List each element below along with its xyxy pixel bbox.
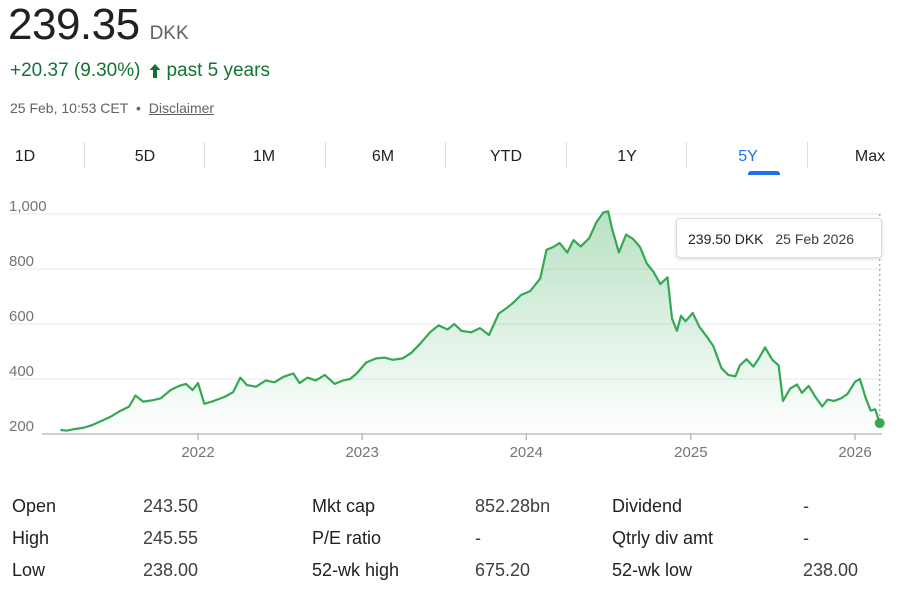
stat-label-dividend: Dividend bbox=[612, 496, 683, 516]
x-tick-label: 2023 bbox=[345, 444, 378, 461]
stat-label-open: Open bbox=[12, 496, 57, 516]
stat-value-mkt-cap: 852.28bn bbox=[475, 496, 551, 516]
tab-5d[interactable]: 5D bbox=[134, 148, 156, 165]
tab-divider bbox=[566, 142, 567, 168]
stat-label-low: Low bbox=[12, 560, 46, 580]
y-tick-label: 1,000 bbox=[9, 198, 47, 215]
change-period: past 5 years bbox=[166, 60, 270, 81]
quote-meta: 25 Feb, 10:53 CET • Disclaimer bbox=[10, 100, 214, 116]
tab-ytd[interactable]: YTD bbox=[490, 148, 522, 165]
price-chart[interactable]: 1,000 800 600 400 200 2022 2023 2024 2025 2026 bbox=[0, 196, 904, 476]
x-axis-ticks: 2022 2023 2024 2025 2026 bbox=[181, 434, 872, 461]
y-tick-label: 200 bbox=[9, 418, 34, 435]
tab-divider bbox=[84, 142, 85, 168]
meta-separator: • bbox=[135, 100, 141, 116]
y-axis-labels: 1,000 800 600 400 200 bbox=[9, 198, 47, 435]
x-tick-label: 2024 bbox=[510, 444, 543, 461]
active-tab-indicator bbox=[748, 171, 780, 175]
tab-divider bbox=[807, 142, 808, 168]
stat-value-qtrly-div: - bbox=[803, 528, 809, 548]
stat-value-pe-ratio: - bbox=[475, 528, 481, 548]
stat-label-high: High bbox=[12, 528, 50, 548]
stat-label-pe-ratio: P/E ratio bbox=[312, 528, 382, 548]
stat-value-open: 243.50 bbox=[143, 496, 199, 516]
stat-value-high: 245.55 bbox=[143, 528, 199, 548]
hover-tooltip: 239.50 DKK 25 Feb 2026 bbox=[676, 218, 882, 258]
stat-value-52wk-low: 238.00 bbox=[803, 560, 859, 580]
stat-label-mkt-cap: Mkt cap bbox=[312, 496, 376, 516]
tab-divider bbox=[686, 142, 687, 168]
tab-divider bbox=[325, 142, 326, 168]
tab-max[interactable]: Max bbox=[854, 148, 886, 165]
y-tick-label: 800 bbox=[9, 253, 34, 270]
tab-1m[interactable]: 1M bbox=[252, 148, 276, 165]
tooltip-price: 239.50 DKK bbox=[688, 231, 764, 247]
stat-label-52wk-high: 52-wk high bbox=[312, 560, 400, 580]
tab-5y[interactable]: 5Y bbox=[738, 148, 758, 165]
tab-divider bbox=[445, 142, 446, 168]
last-price-dot bbox=[874, 418, 885, 429]
tab-1y[interactable]: 1Y bbox=[617, 148, 637, 165]
price-change-row: +20.37 (9.30%) past 5 years bbox=[10, 60, 270, 82]
stat-label-qtrly-div: Qtrly div amt bbox=[612, 528, 714, 548]
quote-timestamp: 25 Feb, 10:53 CET bbox=[10, 100, 129, 116]
x-tick-label: 2026 bbox=[838, 444, 871, 461]
x-tick-label: 2025 bbox=[674, 444, 707, 461]
stat-value-dividend: - bbox=[803, 496, 809, 516]
range-tabs: 1D 5D 1M 6M YTD 1Y 5Y Max bbox=[0, 140, 904, 176]
price-change: +20.37 (9.30%) bbox=[10, 60, 141, 81]
x-tick-label: 2022 bbox=[181, 444, 214, 461]
tab-1d[interactable]: 1D bbox=[14, 148, 36, 165]
y-tick-label: 400 bbox=[9, 363, 34, 380]
disclaimer-link[interactable]: Disclaimer bbox=[148, 100, 215, 116]
stat-value-low: 238.00 bbox=[143, 560, 199, 580]
tooltip-date: 25 Feb 2026 bbox=[775, 231, 855, 247]
stat-value-52wk-high: 675.20 bbox=[475, 560, 531, 580]
currency-label: DKK bbox=[149, 23, 189, 44]
price-header: 239.35 DKK bbox=[8, 0, 189, 50]
price-area bbox=[60, 211, 880, 434]
price-series-line bbox=[60, 210, 881, 432]
y-tick-label: 600 bbox=[9, 308, 34, 325]
current-price: 239.35 bbox=[8, 0, 140, 49]
stat-label-52wk-low: 52-wk low bbox=[612, 560, 693, 580]
arrow-up-icon bbox=[149, 64, 161, 78]
tab-6m[interactable]: 6M bbox=[371, 148, 395, 165]
tab-divider bbox=[204, 142, 205, 168]
